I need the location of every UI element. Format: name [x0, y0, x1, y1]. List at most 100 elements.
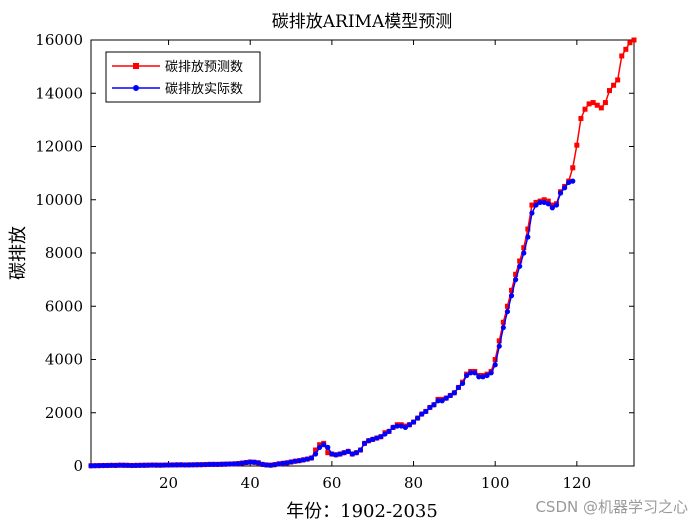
- data-point-actual: [447, 392, 453, 399]
- data-point-actual: [223, 461, 229, 467]
- data-point-forecast: [504, 303, 510, 309]
- legend-marker-actual: [133, 85, 139, 91]
- data-point-actual: [464, 372, 470, 379]
- data-point-actual: [149, 462, 155, 468]
- data-point-actual: [178, 462, 184, 468]
- data-point-forecast: [500, 319, 506, 325]
- data-point-actual: [492, 362, 498, 368]
- data-point-forecast: [492, 357, 498, 362]
- data-point-actual: [276, 461, 282, 467]
- data-point-actual: [427, 404, 433, 411]
- data-point-forecast: [607, 88, 612, 94]
- data-point-actual: [398, 423, 404, 429]
- data-point-actual: [263, 462, 270, 468]
- data-point-actual: [231, 461, 237, 467]
- data-point-actual: [455, 384, 462, 391]
- data-point-actual: [390, 424, 396, 430]
- data-point-forecast: [517, 258, 523, 264]
- y-axis-label: 碳排放: [8, 226, 29, 280]
- legend-label-actual: 碳排放实际数: [165, 82, 243, 97]
- data-point-forecast: [590, 100, 596, 106]
- data-point-actual: [235, 461, 241, 467]
- data-point-actual: [219, 461, 225, 467]
- data-point-actual: [476, 374, 482, 380]
- x-axis-label: 年份：1902-2035: [286, 501, 438, 522]
- y-tick-label: 6000: [45, 297, 83, 315]
- data-point-actual: [415, 415, 421, 421]
- data-point-actual: [214, 461, 221, 467]
- data-point-actual: [243, 459, 249, 466]
- data-point-actual: [549, 205, 555, 211]
- y-tick-label: 0: [73, 457, 83, 475]
- data-point-actual: [541, 199, 547, 206]
- data-point-actual: [88, 463, 94, 469]
- data-point-actual: [374, 435, 380, 441]
- data-point-actual: [272, 462, 278, 468]
- data-point-actual: [174, 462, 180, 468]
- data-point-actual: [513, 277, 519, 283]
- data-point-actual: [557, 190, 564, 196]
- data-point-actual: [341, 450, 347, 456]
- data-point-actual: [570, 178, 576, 184]
- data-point-actual: [304, 456, 310, 462]
- data-point-forecast: [325, 450, 331, 456]
- data-point-actual: [206, 461, 212, 467]
- data-point-actual: [357, 447, 364, 453]
- data-point-actual: [145, 462, 151, 468]
- data-point-actual: [370, 436, 376, 442]
- data-point-actual: [308, 455, 315, 461]
- data-point-actual: [382, 431, 388, 437]
- data-point-actual: [561, 185, 568, 191]
- data-point-forecast: [586, 101, 592, 107]
- data-point-actual: [439, 398, 445, 404]
- data-point-actual: [100, 462, 106, 469]
- data-point-actual: [288, 459, 294, 465]
- data-point-actual: [353, 450, 359, 456]
- data-point-actual: [504, 308, 511, 315]
- data-point-actual: [96, 463, 102, 469]
- legend-label-forecast: 碳排放预测数: [165, 60, 243, 75]
- data-point-actual: [292, 458, 298, 464]
- data-point-actual: [410, 419, 417, 425]
- y-tick-label: 10000: [35, 191, 83, 209]
- y-tick-label: 4000: [45, 351, 83, 369]
- data-point-actual: [161, 462, 168, 468]
- data-point-actual: [406, 422, 413, 428]
- data-point-forecast: [529, 202, 535, 208]
- data-point-actual: [317, 444, 323, 450]
- data-point-actual: [402, 424, 408, 430]
- data-point-forecast: [611, 82, 617, 88]
- legend: 碳排放预测数 碳排放实际数: [105, 51, 261, 103]
- data-point-actual: [521, 250, 527, 256]
- data-point-actual: [329, 451, 335, 457]
- data-point-actual: [394, 423, 400, 429]
- data-point-actual: [300, 457, 306, 463]
- y-tick-label: 14000: [35, 84, 83, 102]
- data-point-forecast: [602, 100, 608, 106]
- data-point-actual: [116, 462, 123, 468]
- data-point-actual: [125, 462, 131, 468]
- data-point-actual: [198, 462, 204, 468]
- data-point-forecast: [623, 46, 629, 52]
- data-point-actual: [182, 462, 188, 468]
- x-tick-label: 20: [159, 474, 178, 492]
- data-point-actual: [112, 462, 119, 469]
- data-point-actual: [533, 202, 539, 208]
- data-point-forecast: [619, 53, 625, 59]
- data-point-actual: [545, 201, 551, 207]
- data-point-actual: [133, 462, 139, 469]
- y-tick-label: 2000: [45, 404, 83, 422]
- legend-box: [105, 51, 261, 103]
- data-point-actual: [170, 462, 176, 468]
- data-point-actual: [153, 462, 159, 468]
- data-point-actual: [386, 428, 392, 434]
- data-point-forecast: [317, 442, 323, 448]
- data-point-actual: [443, 395, 449, 401]
- data-point-actual: [500, 324, 506, 331]
- data-point-actual: [227, 461, 233, 467]
- data-point-actual: [190, 462, 196, 468]
- data-point-actual: [325, 444, 331, 450]
- data-point-actual: [121, 462, 127, 468]
- data-point-actual: [349, 451, 355, 457]
